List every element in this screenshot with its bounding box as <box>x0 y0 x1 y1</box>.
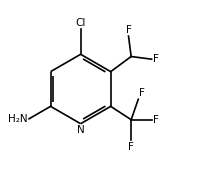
Text: N: N <box>77 125 84 135</box>
Text: H₂N: H₂N <box>9 114 28 124</box>
Text: F: F <box>153 54 159 64</box>
Text: F: F <box>139 88 145 98</box>
Text: Cl: Cl <box>75 18 86 28</box>
Text: F: F <box>153 115 159 125</box>
Text: F: F <box>128 142 134 152</box>
Text: F: F <box>126 25 131 35</box>
